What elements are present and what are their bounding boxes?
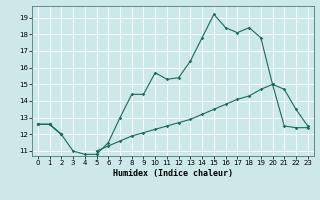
X-axis label: Humidex (Indice chaleur): Humidex (Indice chaleur) — [113, 169, 233, 178]
